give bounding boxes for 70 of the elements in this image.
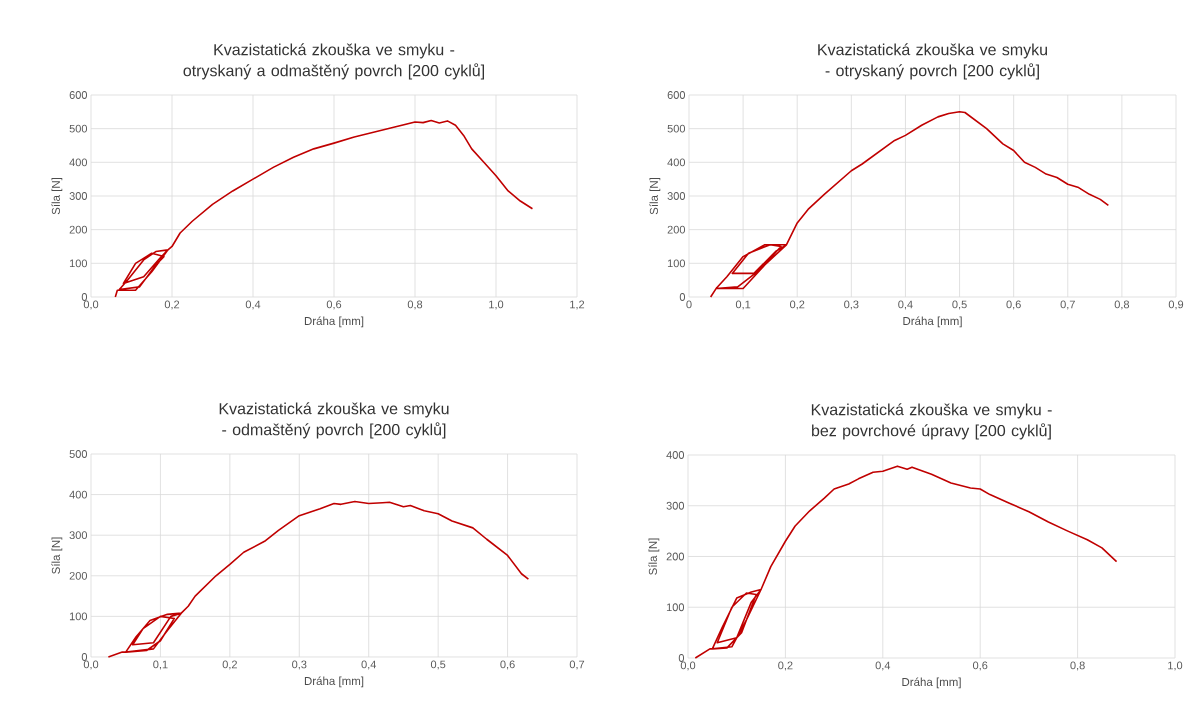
x-tick-label: 0,9 [1168,300,1184,310]
y-tick-label: 100 [69,259,88,268]
line-series [107,500,530,658]
x-tick-label: 0,2 [164,300,180,310]
x-tick-label: 0,0 [680,661,696,671]
y-tick-label: 0 [81,653,88,661]
y-tick-label: 400 [69,490,88,499]
y-tick-label: 200 [666,552,685,561]
y-tick-label: 400 [69,158,88,167]
y-tick-label: 400 [667,158,686,167]
y-tick-label: 200 [69,225,88,234]
y-tick-label: 500 [667,124,686,133]
x-tick-label: 0,4 [898,300,913,310]
y-tick-label: 600 [69,91,88,99]
x-tick-label: 0,1 [153,660,168,670]
y-axis-title: Síla [N] [649,177,661,215]
y-tick-label: 0 [81,293,88,301]
y-tick-label: 500 [69,450,88,458]
y-tick-label: 400 [666,451,685,459]
line-series [694,465,1118,659]
y-tick-label: 300 [666,501,685,510]
x-tick-label: 0,2 [778,661,793,671]
x-tick-label: 1,2 [570,300,585,310]
y-axis-title: Síla [N] [51,177,63,215]
y-tick-label: 300 [69,531,88,540]
x-tick-label: 0,4 [875,661,891,671]
y-tick-label: 500 [69,124,88,133]
x-tick-label: 0,7 [1060,300,1075,310]
y-axis-title: Síla [N] [648,538,660,575]
x-tick-label: 0,4 [361,660,377,670]
x-tick-label: 1,0 [489,300,504,310]
y-tick-label: 600 [667,91,686,99]
x-tick-label: 0,8 [407,300,423,310]
x-axis-title: Dráha [mm] [304,676,364,688]
y-tick-label: 200 [667,225,686,234]
x-tick-label: 0,8 [1114,300,1130,310]
x-axis-title: Dráha [mm] [903,316,962,328]
x-axis-title: Dráha [mm] [304,316,364,328]
y-tick-label: 0 [679,293,686,301]
x-tick-label: 0,6 [326,300,342,310]
y-tick-label: 0 [678,654,685,662]
x-tick-label: 1,0 [1168,661,1183,671]
x-tick-label: 0,6 [1006,300,1021,310]
y-tick-label: 100 [667,259,686,268]
y-tick-label: 300 [69,192,88,200]
y-tick-label: 100 [69,612,88,621]
x-tick-label: 0,3 [292,660,307,670]
x-tick-label: 0,7 [569,660,585,670]
x-tick-label: 0,6 [500,660,515,670]
x-tick-label: 0,0 [83,660,99,670]
y-tick-label: 300 [667,192,686,200]
x-tick-label: 0,2 [790,300,805,310]
x-tick-label: 0,8 [1070,661,1085,671]
y-axis-title: Síla [N] [51,537,63,574]
x-tick-label: 0,1 [735,300,751,310]
x-tick-label: 0 [686,300,692,309]
chart-title: Kvazistatická zkouška ve smyku - otryskaný povrch [200 cyklů] [818,43,1047,80]
chart-title: Kvazistatická zkouška ve smyku - odmaštěný povrch [200 cyklů] [219,402,449,439]
x-tick-label: 0,4 [245,300,261,310]
x-tick-label: 0,5 [952,300,967,310]
x-tick-label: 0,6 [972,661,988,671]
x-tick-label: 0,3 [844,300,859,310]
y-tick-label: 200 [69,571,88,580]
x-tick-label: 0,2 [222,660,237,670]
x-tick-label: 0,5 [430,660,446,670]
y-tick-label: 100 [666,603,685,612]
x-tick-label: 0,0 [83,300,99,310]
x-axis-title: Dráha [mm] [902,677,961,689]
chart-title: Kvazistatická zkouška ve smyku - otryskaný a odmaštěný povrch [200 cyklů] [183,43,484,80]
chart-title: Kvazistatická zkouška ve smyku - bez povrchové úpravy [200 cyklů] [811,403,1052,440]
